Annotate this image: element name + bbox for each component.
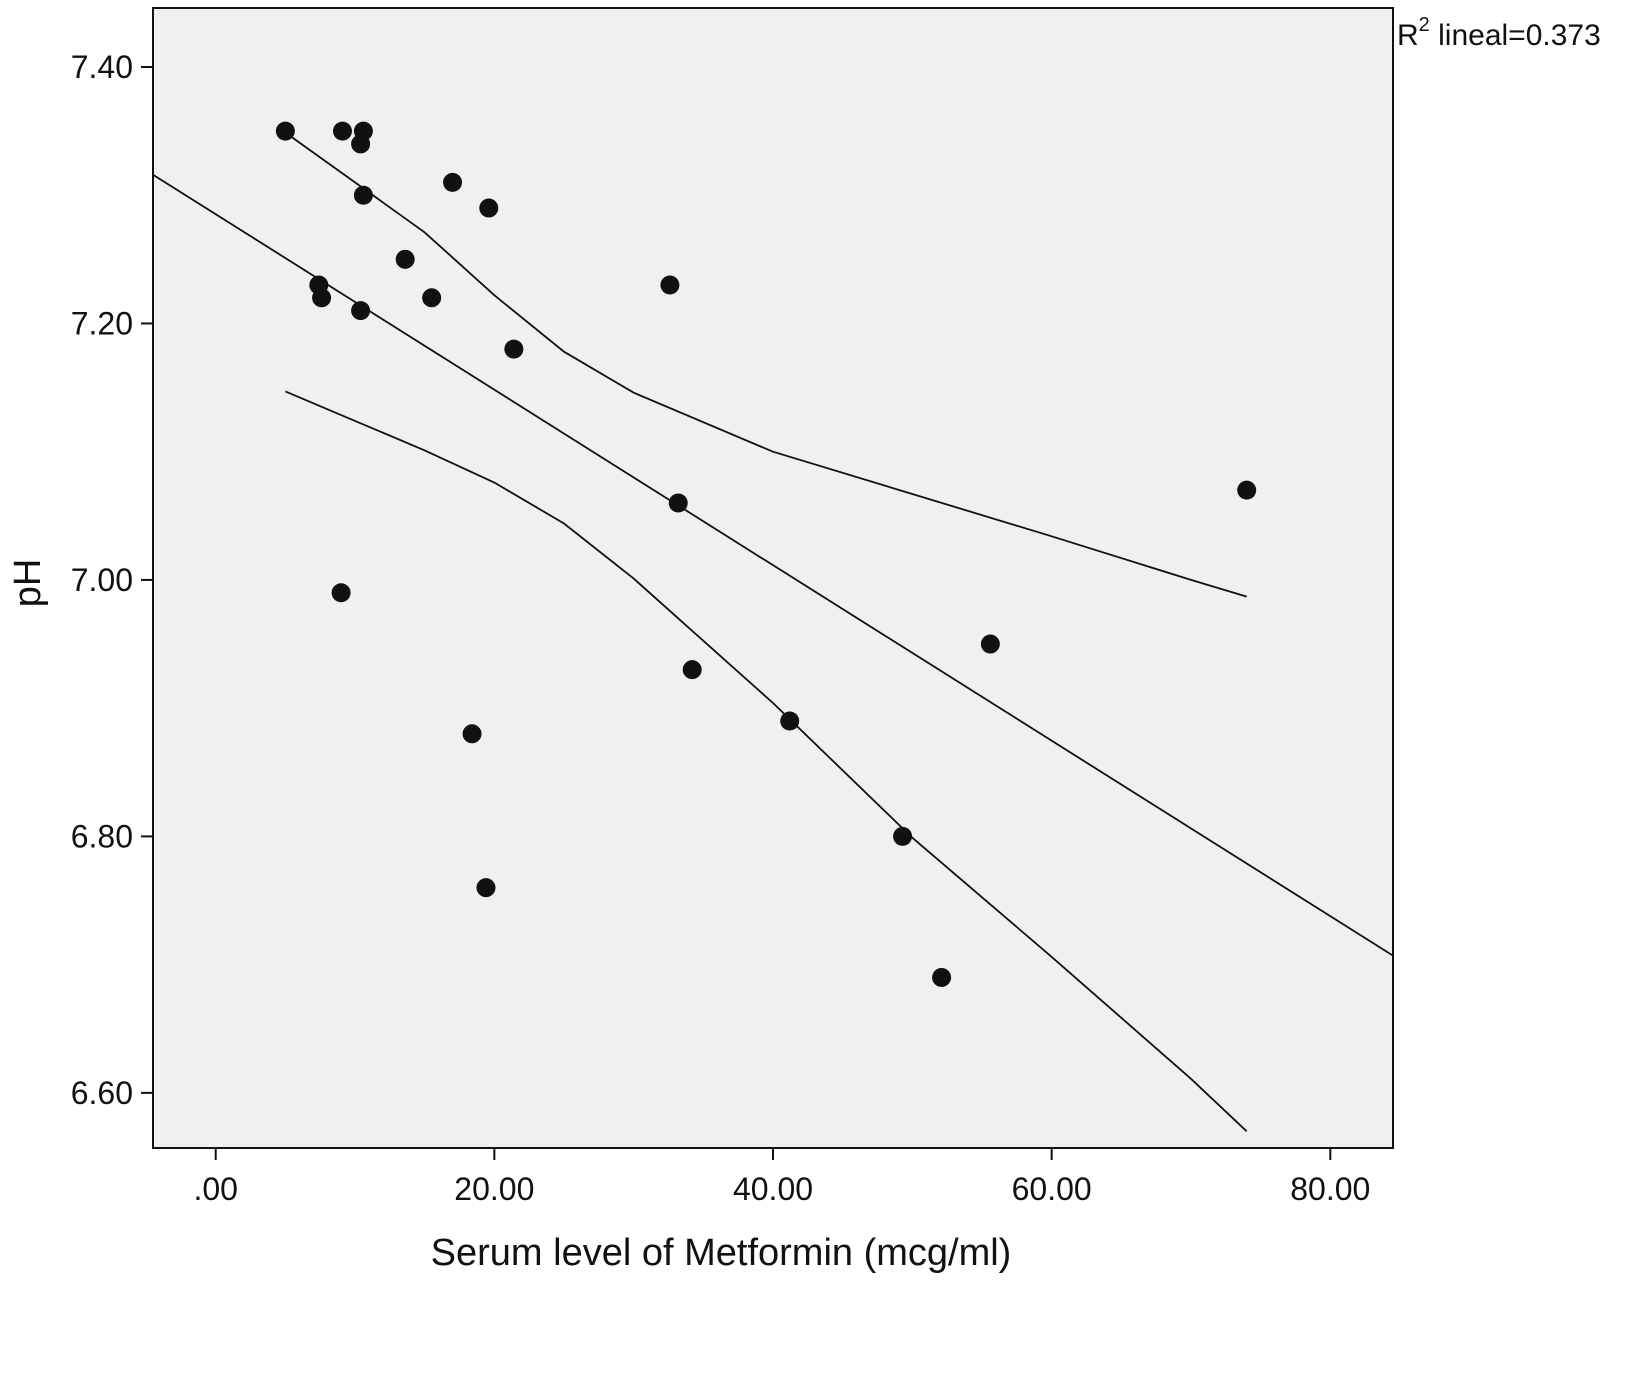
r2-suffix: lineal=0.373 bbox=[1430, 19, 1601, 52]
data-point bbox=[331, 583, 351, 603]
x-tick-label: 60.00 bbox=[1012, 1171, 1092, 1207]
data-points bbox=[275, 121, 1257, 987]
data-point bbox=[462, 724, 482, 744]
data-point bbox=[1237, 480, 1257, 500]
x-tick-label: 40.00 bbox=[733, 1171, 813, 1207]
r2-annotation: R2 lineal=0.373 bbox=[1397, 14, 1601, 52]
confidence-band-lines bbox=[285, 136, 1248, 1132]
data-point bbox=[476, 878, 496, 898]
data-point bbox=[443, 172, 463, 192]
data-point bbox=[479, 198, 499, 218]
y-tick-label: 7.00 bbox=[71, 562, 133, 598]
data-point bbox=[275, 121, 295, 141]
data-point bbox=[682, 660, 702, 680]
data-point bbox=[504, 339, 524, 359]
data-point bbox=[332, 121, 352, 141]
plot-background bbox=[152, 7, 1394, 1149]
r2-superscript: 2 bbox=[1419, 14, 1430, 36]
y-axis: 6.60 6.80 7.00 7.20 7.40 bbox=[71, 49, 153, 1111]
data-point bbox=[422, 288, 442, 308]
x-tick-label: .00 bbox=[193, 1171, 237, 1207]
ci-upper-line bbox=[291, 136, 1247, 598]
data-point bbox=[668, 493, 688, 513]
x-axis-label: Serum level of Metformin (mcg/ml) bbox=[431, 1232, 1012, 1274]
data-point bbox=[351, 134, 371, 154]
data-point bbox=[893, 826, 913, 846]
data-point bbox=[312, 288, 332, 308]
y-tick-label: 7.20 bbox=[71, 305, 133, 341]
y-tick-label: 6.80 bbox=[71, 818, 133, 854]
data-point bbox=[980, 634, 1000, 654]
data-point bbox=[395, 249, 415, 269]
ci-lower-line bbox=[285, 390, 1248, 1132]
x-tick-label: 20.00 bbox=[454, 1171, 534, 1207]
y-axis-label: pH bbox=[7, 559, 49, 608]
y-tick-label: 7.40 bbox=[71, 49, 133, 85]
x-tick-label: 80.00 bbox=[1290, 1171, 1370, 1207]
data-point bbox=[351, 301, 371, 321]
data-point bbox=[780, 711, 800, 731]
data-point bbox=[932, 967, 952, 987]
x-axis: .00 20.00 40.00 60.00 80.00 bbox=[193, 1148, 1370, 1207]
r2-prefix: R bbox=[1397, 19, 1419, 52]
data-point bbox=[660, 275, 680, 295]
data-point bbox=[353, 185, 373, 205]
y-tick-label: 6.60 bbox=[71, 1075, 133, 1111]
